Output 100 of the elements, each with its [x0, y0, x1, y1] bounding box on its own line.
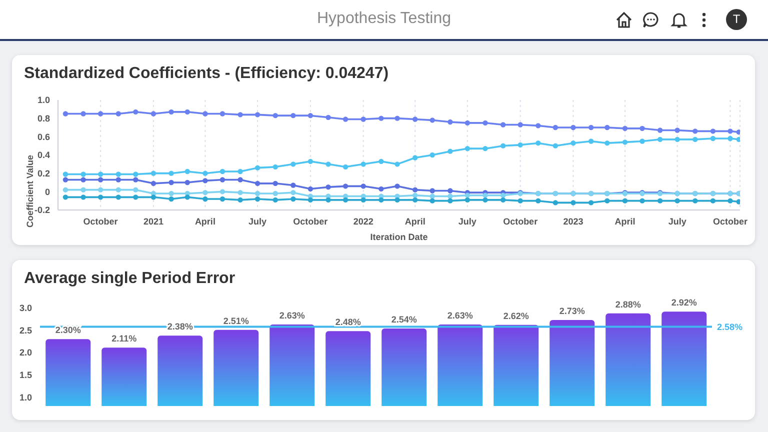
point	[202, 170, 208, 176]
point	[430, 188, 435, 194]
data-label: 2.88%	[615, 299, 641, 310]
point	[394, 197, 400, 203]
point	[412, 155, 418, 160]
point	[394, 116, 400, 121]
point	[657, 198, 663, 204]
point	[80, 187, 86, 192]
x-tick-label: October	[712, 216, 748, 226]
point	[536, 140, 541, 146]
point	[482, 197, 488, 203]
y-tick-label: 0.8	[37, 114, 50, 124]
point	[360, 116, 366, 122]
point	[536, 198, 541, 204]
point	[254, 112, 260, 118]
point	[238, 177, 243, 182]
point	[220, 189, 226, 194]
point	[360, 197, 366, 203]
y-tick-label: 1.0	[19, 392, 32, 402]
point	[202, 111, 208, 116]
point	[238, 168, 243, 174]
point	[674, 198, 680, 204]
point	[326, 114, 331, 120]
point	[412, 116, 418, 122]
point	[220, 177, 226, 182]
point	[588, 124, 594, 130]
point	[448, 198, 453, 204]
point	[168, 196, 174, 202]
x-tick-label: 2023	[563, 216, 584, 226]
point	[272, 190, 278, 196]
point	[464, 192, 470, 198]
point	[290, 196, 296, 202]
point	[254, 196, 260, 202]
point	[378, 197, 384, 203]
point	[464, 146, 470, 152]
point	[62, 177, 68, 182]
point	[500, 122, 506, 128]
point	[326, 162, 331, 167]
point	[62, 111, 68, 116]
point	[482, 146, 488, 152]
point	[80, 194, 86, 200]
point	[464, 197, 470, 203]
point	[570, 140, 576, 146]
x-tick-label: July	[248, 216, 267, 226]
point	[518, 122, 523, 128]
point	[640, 138, 645, 144]
point	[500, 143, 506, 148]
point	[220, 196, 226, 202]
point	[518, 142, 523, 148]
y-tick-label: 2.0	[19, 348, 32, 358]
point	[238, 190, 243, 196]
point	[98, 177, 104, 182]
point	[202, 178, 208, 184]
data-label: 2.73%	[559, 306, 585, 316]
point	[238, 112, 243, 118]
point	[482, 192, 488, 198]
point	[430, 198, 435, 204]
x-tick-label: October	[503, 216, 538, 226]
y-tick-label: 1.5	[19, 370, 32, 380]
point	[254, 165, 260, 170]
point	[116, 172, 121, 177]
data-label: 2.92%	[671, 298, 697, 308]
data-label: 2.62%	[503, 310, 529, 321]
data-label: 2.48%	[335, 317, 361, 328]
x-tick-label: July	[458, 216, 476, 226]
point	[604, 198, 610, 204]
x-tick-label: April	[194, 216, 216, 226]
point	[150, 111, 156, 116]
point	[290, 112, 296, 118]
point	[622, 126, 628, 132]
point	[98, 111, 104, 116]
point	[150, 180, 156, 186]
y-tick-label: -0.2	[34, 205, 50, 216]
point	[168, 180, 174, 186]
point	[98, 187, 104, 192]
point	[588, 200, 594, 206]
point	[657, 136, 663, 142]
point	[220, 168, 226, 174]
point	[150, 194, 156, 200]
point	[552, 200, 558, 206]
chart-title: Average single Period Error	[24, 270, 236, 288]
point	[536, 123, 541, 128]
point	[133, 194, 138, 200]
point	[342, 116, 348, 122]
point	[272, 180, 278, 186]
point	[622, 140, 628, 145]
point	[378, 158, 384, 164]
y-tick-label: 3.0	[19, 303, 32, 314]
x-tick-label: April	[614, 216, 636, 226]
point	[692, 136, 698, 142]
point	[150, 170, 156, 176]
point	[570, 124, 576, 130]
data-label: 2.51%	[223, 316, 249, 326]
point	[290, 182, 296, 188]
text: Hypothesis Testing	[317, 10, 451, 27]
point	[552, 124, 558, 130]
point	[116, 187, 121, 192]
point	[518, 198, 523, 204]
point	[62, 172, 68, 177]
point	[98, 172, 104, 177]
